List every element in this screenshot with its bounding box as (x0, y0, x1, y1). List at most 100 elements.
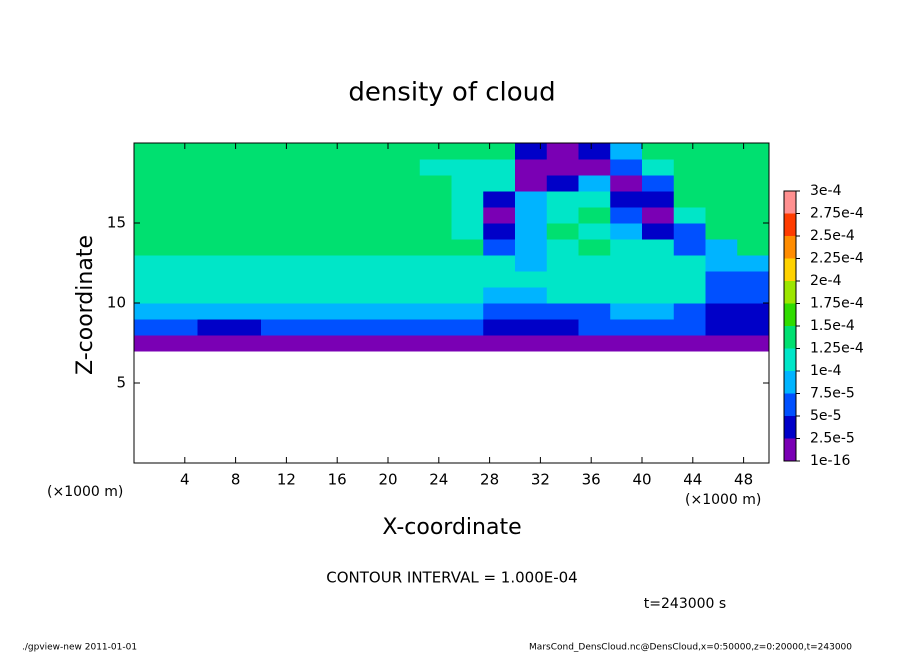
cell (134, 143, 167, 160)
cell (324, 287, 357, 304)
x-tick-label: 48 (734, 471, 753, 489)
cell (515, 175, 548, 192)
cell (737, 271, 770, 288)
cell (578, 159, 611, 176)
cell (134, 223, 167, 240)
cell (610, 239, 643, 256)
cell (197, 239, 230, 256)
cell (261, 207, 294, 224)
cell (673, 303, 706, 320)
cell (642, 191, 675, 208)
x-tick-label: 44 (683, 471, 702, 489)
cell (356, 287, 389, 304)
cell (134, 207, 167, 224)
colorbar-box (784, 393, 796, 416)
colorbar-label: 1.5e-4 (810, 318, 855, 334)
cell (451, 255, 484, 272)
cell (546, 223, 579, 240)
cell (292, 191, 325, 208)
y-axis-label: Z-coordinate (73, 235, 98, 375)
cell (578, 175, 611, 192)
cell (451, 271, 484, 288)
cell (673, 143, 706, 160)
cell (292, 335, 325, 352)
cell (705, 223, 738, 240)
cell (451, 191, 484, 208)
cell (419, 255, 452, 272)
cell (642, 143, 675, 160)
cell (451, 303, 484, 320)
cell (451, 207, 484, 224)
cell (483, 207, 516, 224)
cell (642, 335, 675, 352)
cell (165, 191, 198, 208)
cell (737, 223, 770, 240)
cell (261, 143, 294, 160)
cell (261, 335, 294, 352)
cell (261, 303, 294, 320)
cell (451, 143, 484, 160)
cell (610, 303, 643, 320)
colorbar-label: 2.5e-4 (810, 228, 855, 244)
cell (546, 239, 579, 256)
cell (483, 255, 516, 272)
colorbar-box (784, 348, 796, 371)
cell (356, 271, 389, 288)
cell (261, 223, 294, 240)
cell (451, 335, 484, 352)
cell (134, 335, 167, 352)
cell (324, 271, 357, 288)
cell (578, 191, 611, 208)
cell (229, 335, 262, 352)
cell (515, 319, 548, 336)
cell (642, 207, 675, 224)
cell (388, 239, 421, 256)
cell (229, 303, 262, 320)
cell (134, 255, 167, 272)
cell (292, 143, 325, 160)
cell (388, 255, 421, 272)
cell (546, 159, 579, 176)
cell (261, 255, 294, 272)
cell (292, 319, 325, 336)
cell (165, 271, 198, 288)
colorbar-box (784, 281, 796, 304)
cell (292, 271, 325, 288)
cell (578, 143, 611, 160)
cell (388, 271, 421, 288)
cell (483, 319, 516, 336)
cell (610, 223, 643, 240)
colorbar-label: 2e-4 (810, 273, 842, 289)
cell (134, 191, 167, 208)
cell (292, 303, 325, 320)
cell (610, 191, 643, 208)
cell (673, 191, 706, 208)
cell (483, 143, 516, 160)
cell (197, 223, 230, 240)
colorbar-box (784, 258, 796, 281)
x-unit: (×1000 m) (685, 492, 761, 508)
cell (229, 239, 262, 256)
cell (324, 255, 357, 272)
cell (261, 191, 294, 208)
cell (546, 255, 579, 272)
cell (705, 335, 738, 352)
cell (197, 335, 230, 352)
cell (642, 271, 675, 288)
cell (610, 319, 643, 336)
colorbar-box (784, 191, 796, 214)
cell (419, 159, 452, 176)
cell (356, 207, 389, 224)
cell (515, 191, 548, 208)
cell (419, 223, 452, 240)
cell (610, 255, 643, 272)
cell (292, 207, 325, 224)
colorbar-label: 5e-5 (810, 408, 841, 424)
cell (229, 287, 262, 304)
x-tick-label: 24 (429, 471, 448, 489)
cell (610, 335, 643, 352)
colorbar-label: 1e-16 (810, 453, 850, 469)
cell (737, 207, 770, 224)
cell (324, 335, 357, 352)
colorbar-label: 2.75e-4 (810, 206, 864, 222)
